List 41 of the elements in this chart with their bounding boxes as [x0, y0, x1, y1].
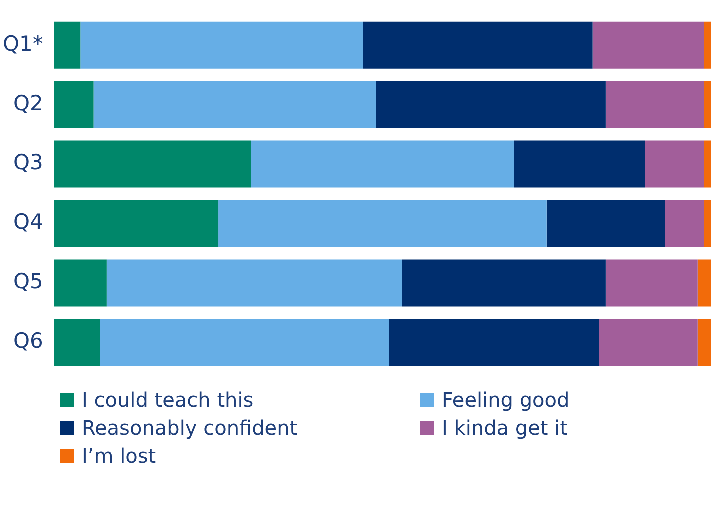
- bar: [704, 81, 711, 128]
- bar: [599, 319, 698, 366]
- bar: [100, 319, 390, 366]
- bar: [106, 260, 402, 307]
- bar: [54, 319, 100, 366]
- bar: [218, 200, 547, 248]
- y-tick-label: Q2: [14, 91, 44, 116]
- bar: [376, 81, 606, 128]
- bar: [251, 140, 514, 188]
- legend-label: I’m lost: [81, 444, 158, 468]
- legend-label: I kinda get it: [441, 416, 569, 440]
- bar: [389, 319, 600, 366]
- bar: [592, 22, 704, 69]
- bar: [606, 81, 704, 128]
- bar: [606, 260, 698, 307]
- bar: [514, 140, 646, 188]
- bar: [94, 81, 376, 128]
- y-tick-label: Q4: [14, 210, 44, 234]
- bar: [665, 200, 704, 248]
- bar: [698, 319, 711, 366]
- bar: [645, 140, 704, 188]
- bar: [546, 200, 666, 248]
- bar: [80, 22, 363, 69]
- bar: [402, 260, 606, 307]
- bar: [54, 140, 252, 188]
- bar: [704, 200, 711, 248]
- bar: [704, 140, 711, 188]
- legend-label: Reasonably confident: [81, 416, 299, 440]
- legend-label: I could teach this: [81, 388, 255, 412]
- bar: [362, 22, 593, 69]
- y-tick-label: Q6: [14, 329, 44, 354]
- bar: [54, 200, 219, 248]
- bar: [54, 81, 94, 128]
- bar: [54, 260, 107, 307]
- y-tick-label: Q1*: [3, 32, 44, 56]
- legend-label: Feeling good: [441, 388, 571, 412]
- bar: [54, 22, 81, 69]
- y-tick-label: Q3: [14, 150, 44, 175]
- bar: [704, 22, 711, 69]
- y-tick-label: Q5: [14, 270, 44, 294]
- bar: [698, 260, 711, 307]
